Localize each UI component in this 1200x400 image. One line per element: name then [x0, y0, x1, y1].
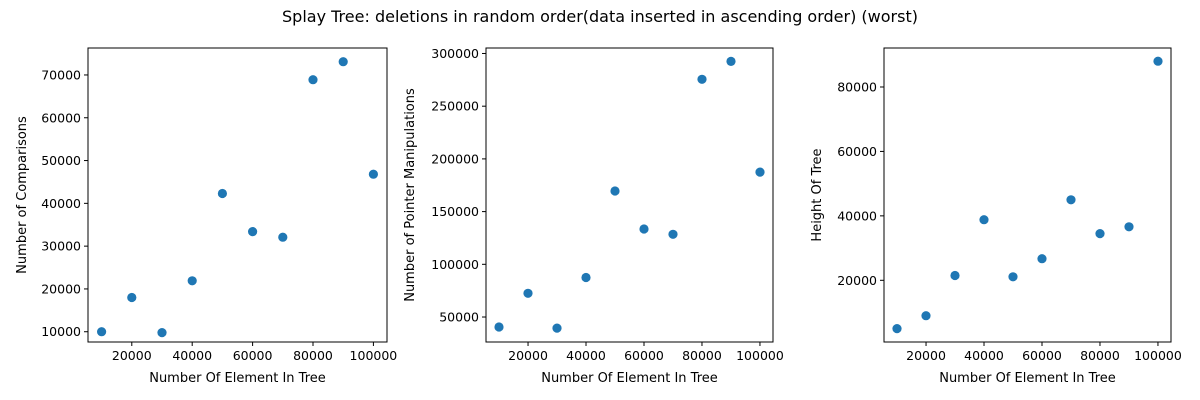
- x-tick-label: 40000: [566, 348, 606, 363]
- y-tick-label: 60000: [837, 144, 877, 159]
- x-tick-label: 60000: [624, 348, 664, 363]
- y-axis-label: Height Of Tree: [810, 148, 825, 241]
- y-tick-label: 150000: [431, 204, 479, 219]
- data-point: [668, 229, 678, 239]
- y-tick-label: 40000: [41, 196, 81, 211]
- figure-suptitle: Splay Tree: deletions in random order(da…: [282, 7, 918, 26]
- x-tick-label: 100000: [1134, 348, 1182, 363]
- y-tick-label: 300000: [431, 46, 479, 61]
- x-tick-label: 80000: [682, 348, 722, 363]
- data-point: [127, 292, 137, 303]
- y-tick-label: 70000: [41, 67, 81, 82]
- y-tick-label: 40000: [837, 208, 877, 223]
- data-point: [581, 272, 591, 283]
- y-axis-label: Number of Pointer Manipulations: [403, 88, 418, 302]
- x-tick-label: 40000: [964, 348, 1004, 363]
- data-point: [187, 276, 197, 286]
- y-tick-label: 50000: [41, 153, 81, 168]
- y-tick-label: 80000: [837, 79, 877, 94]
- data-point: [639, 224, 649, 234]
- x-axis-label: Number Of Element In Tree: [939, 371, 1116, 386]
- x-tick-label: 100000: [350, 348, 398, 363]
- data-point: [248, 227, 258, 237]
- x-tick-label: 60000: [233, 348, 273, 363]
- y-tick-label: 50000: [439, 310, 479, 325]
- data-point: [950, 270, 960, 281]
- y-tick-label: 10000: [41, 324, 81, 339]
- data-point: [697, 74, 707, 84]
- subplots-container: 20000 40000 60000 80000 100000 10000 20000 3000…: [15, 46, 1182, 386]
- subplot-1: 20000 40000 60000 80000 100000 10000 20000 3000…: [15, 47, 398, 386]
- axes-frame: [485, 47, 774, 343]
- x-tick-label: 20000: [906, 348, 946, 363]
- data-point: [494, 322, 504, 332]
- y-tick-label: 200000: [431, 151, 479, 166]
- x-tick-label: 20000: [112, 348, 152, 363]
- x-tick-label: 80000: [293, 348, 333, 363]
- x-tick-label: 60000: [1022, 348, 1062, 363]
- data-point: [1037, 254, 1047, 264]
- data-point: [278, 232, 288, 242]
- x-axis-label: Number Of Element In Tree: [541, 371, 718, 386]
- data-point: [1008, 272, 1018, 282]
- data-point: [1066, 195, 1076, 205]
- data-point: [368, 169, 378, 179]
- data-point: [921, 311, 931, 321]
- data-point: [523, 288, 533, 298]
- x-axis-label: Number Of Element In Tree: [149, 371, 326, 386]
- y-tick-label: 20000: [41, 281, 81, 296]
- x-tick-label: 20000: [508, 348, 548, 363]
- data-point: [610, 186, 620, 196]
- y-tick-label: 250000: [431, 99, 479, 114]
- y-tick-label: 100000: [431, 257, 479, 272]
- y-tick-label: 60000: [41, 110, 81, 125]
- data-point: [892, 324, 902, 334]
- axes-frame: [883, 47, 1172, 343]
- axes-frame: [87, 47, 388, 343]
- data-point: [338, 57, 348, 67]
- data-point: [979, 215, 989, 225]
- x-tick-label: 80000: [1080, 348, 1120, 363]
- data-point: [552, 323, 562, 333]
- data-point: [308, 75, 318, 85]
- subplot-3: 20000 40000 60000 80000 100000 20000 40000 6000…: [810, 47, 1182, 386]
- data-point: [217, 188, 227, 199]
- data-point: [157, 328, 167, 338]
- x-tick-label: 100000: [736, 348, 784, 363]
- data-point: [1124, 222, 1134, 232]
- y-tick-label: 30000: [41, 239, 81, 254]
- subplot-2: 20000 40000 60000 80000 100000 50000 100000 150…: [403, 46, 784, 386]
- y-axis-label: Number of Comparisons: [15, 116, 30, 274]
- data-point: [755, 167, 765, 177]
- data-point: [1095, 229, 1105, 239]
- data-point: [726, 56, 736, 66]
- x-tick-label: 40000: [172, 348, 212, 363]
- data-point: [97, 327, 107, 337]
- data-point: [1153, 56, 1163, 66]
- y-tick-label: 20000: [837, 273, 877, 288]
